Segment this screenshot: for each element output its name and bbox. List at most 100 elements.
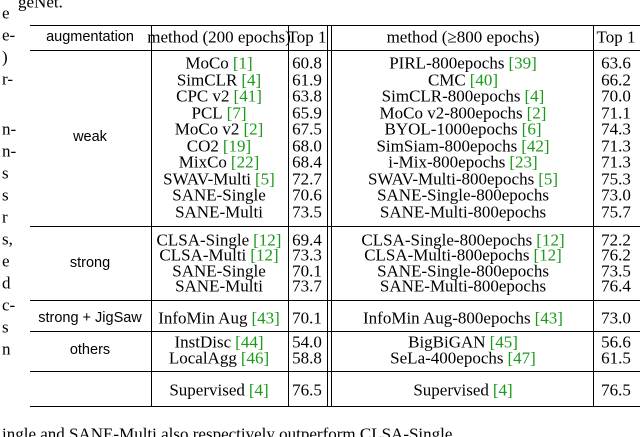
method-cell: SANE-Single bbox=[172, 187, 266, 204]
top1-cell: 73.5 bbox=[601, 261, 631, 281]
method-name: SANE-Single-800epochs bbox=[377, 261, 549, 281]
citation: [22] bbox=[230, 152, 260, 172]
rule bbox=[30, 25, 640, 26]
fragment-text: n- bbox=[2, 119, 17, 139]
citation: [40] bbox=[469, 70, 499, 89]
rule bbox=[30, 226, 640, 227]
header-cell: Top 1 bbox=[287, 27, 327, 47]
method-cell: SWAV-Multi [5] bbox=[163, 170, 275, 187]
method-cell: SANE-Multi-800epochs bbox=[380, 278, 546, 295]
rule bbox=[327, 25, 328, 406]
fragment-text: ) bbox=[2, 47, 8, 67]
fragment-text: s bbox=[2, 163, 9, 183]
method-cell: SANE-Multi bbox=[175, 278, 263, 295]
rule bbox=[30, 406, 640, 407]
method-name: InstDisc bbox=[174, 332, 232, 352]
header-cell: method (200 epochs) bbox=[147, 27, 291, 47]
method-name: CMC bbox=[427, 70, 466, 89]
fragment-text: d bbox=[2, 273, 11, 293]
method-cell: SANE-Single-800epochs bbox=[377, 262, 549, 279]
method-cell: SimCLR [4] bbox=[177, 71, 261, 88]
top1-cell: 58.8 bbox=[292, 348, 322, 368]
top-text: geNet. bbox=[18, 0, 63, 12]
top1-cell: 75.7 bbox=[601, 202, 631, 221]
citation: [44] bbox=[235, 332, 264, 352]
rule bbox=[30, 331, 640, 332]
top1-cell: 61.9 bbox=[292, 70, 322, 89]
method-name: InfoMin Aug-800epochs bbox=[363, 308, 531, 328]
top1-cell: 73.5 bbox=[292, 202, 322, 221]
citation: [2] bbox=[243, 119, 264, 139]
method-cell: SimSiam-800epochs [42] bbox=[376, 137, 549, 154]
citation: [45] bbox=[489, 332, 518, 352]
citation: [12] bbox=[533, 245, 562, 265]
rule bbox=[288, 25, 289, 406]
method-name: BigBiGAN bbox=[408, 332, 486, 352]
method-name: CLSA-Single-800epochs bbox=[361, 230, 533, 250]
top1-cell: 76.4 bbox=[601, 276, 631, 296]
method-name: SANE-Multi bbox=[175, 202, 263, 221]
method-cell: SANE-Single-800epochs bbox=[377, 187, 549, 204]
citation: [4] bbox=[524, 86, 545, 106]
top1-cell: 56.6 bbox=[601, 332, 631, 352]
method-name: SANE-Single bbox=[172, 261, 266, 281]
method-name: Supervised bbox=[169, 380, 245, 400]
group-label: weak bbox=[73, 129, 107, 145]
top1-cell: 63.8 bbox=[292, 86, 322, 106]
citation: [43] bbox=[251, 308, 280, 328]
top1-cell: 70.1 bbox=[292, 261, 322, 281]
method-cell: SANE-Multi bbox=[175, 203, 263, 220]
top1-cell: 54.0 bbox=[292, 332, 322, 352]
method-cell: Supervised [4] bbox=[169, 382, 268, 399]
method-name: SimSiam-800epochs bbox=[376, 136, 518, 155]
method-name: SimCLR bbox=[176, 70, 238, 89]
group-label: strong + JigSaw bbox=[38, 309, 142, 326]
top1-cell: 72.7 bbox=[292, 169, 322, 188]
method-cell: MixCo [22] bbox=[179, 154, 260, 171]
method-cell: i-Mix-800epochs [23] bbox=[388, 154, 537, 171]
method-cell: SimCLR-800epochs [4] bbox=[382, 88, 545, 105]
method-name: SeLa-400epochs bbox=[390, 348, 504, 368]
method-cell: CLSA-Multi [12] bbox=[159, 247, 278, 264]
method-name: MoCo bbox=[185, 53, 229, 73]
citation: [5] bbox=[255, 169, 275, 188]
method-cell: SeLa-400epochs [47] bbox=[390, 350, 536, 367]
method-name: MixCo bbox=[178, 152, 227, 172]
method-name: SANE-Multi bbox=[175, 276, 263, 296]
top1-cell: 68.0 bbox=[292, 136, 322, 155]
top1-cell: 71.1 bbox=[601, 103, 631, 122]
citation: [4] bbox=[248, 380, 269, 400]
citation: [39] bbox=[508, 53, 537, 73]
method-name: SWAV-Multi-800epochs bbox=[367, 169, 535, 188]
method-cell: InstDisc [44] bbox=[175, 334, 264, 351]
method-cell: InfoMin Aug-800epochs [43] bbox=[363, 310, 563, 327]
method-name: MoCo v2 bbox=[174, 119, 240, 139]
group-label: strong bbox=[69, 254, 111, 271]
citation: [43] bbox=[534, 308, 563, 328]
citation: [7] bbox=[226, 103, 247, 122]
method-cell: MoCo v2 [2] bbox=[175, 121, 264, 138]
fragment-text: c- bbox=[2, 295, 16, 315]
top1-cell: 70.1 bbox=[292, 308, 322, 328]
top1-cell: 73.3 bbox=[292, 245, 322, 265]
method-name: CO2 bbox=[186, 136, 219, 155]
group-label: others bbox=[69, 341, 111, 358]
citation: [19] bbox=[222, 136, 252, 155]
method-cell: CLSA-Single [12] bbox=[157, 232, 282, 249]
rule bbox=[151, 25, 152, 406]
method-cell: SANE-Multi-800epochs bbox=[380, 203, 546, 220]
citation: [12] bbox=[250, 245, 279, 265]
header-cell: Top 1 bbox=[596, 27, 636, 47]
top1-cell: 63.6 bbox=[601, 53, 631, 73]
method-cell: CLSA-Single-800epochs [12] bbox=[361, 232, 564, 249]
citation: [23] bbox=[509, 152, 538, 172]
fragment-text: n- bbox=[2, 141, 17, 161]
method-cell: BigBiGAN [45] bbox=[408, 334, 518, 351]
method-cell: CMC [40] bbox=[428, 71, 498, 88]
method-name: InfoMin Aug bbox=[158, 308, 248, 328]
method-name: i-Mix-800epochs bbox=[388, 152, 506, 172]
method-cell: MoCo v2-800epochs [2] bbox=[380, 104, 547, 121]
fragment-text: s, bbox=[2, 229, 13, 249]
method-name: LocalAgg bbox=[168, 348, 237, 368]
